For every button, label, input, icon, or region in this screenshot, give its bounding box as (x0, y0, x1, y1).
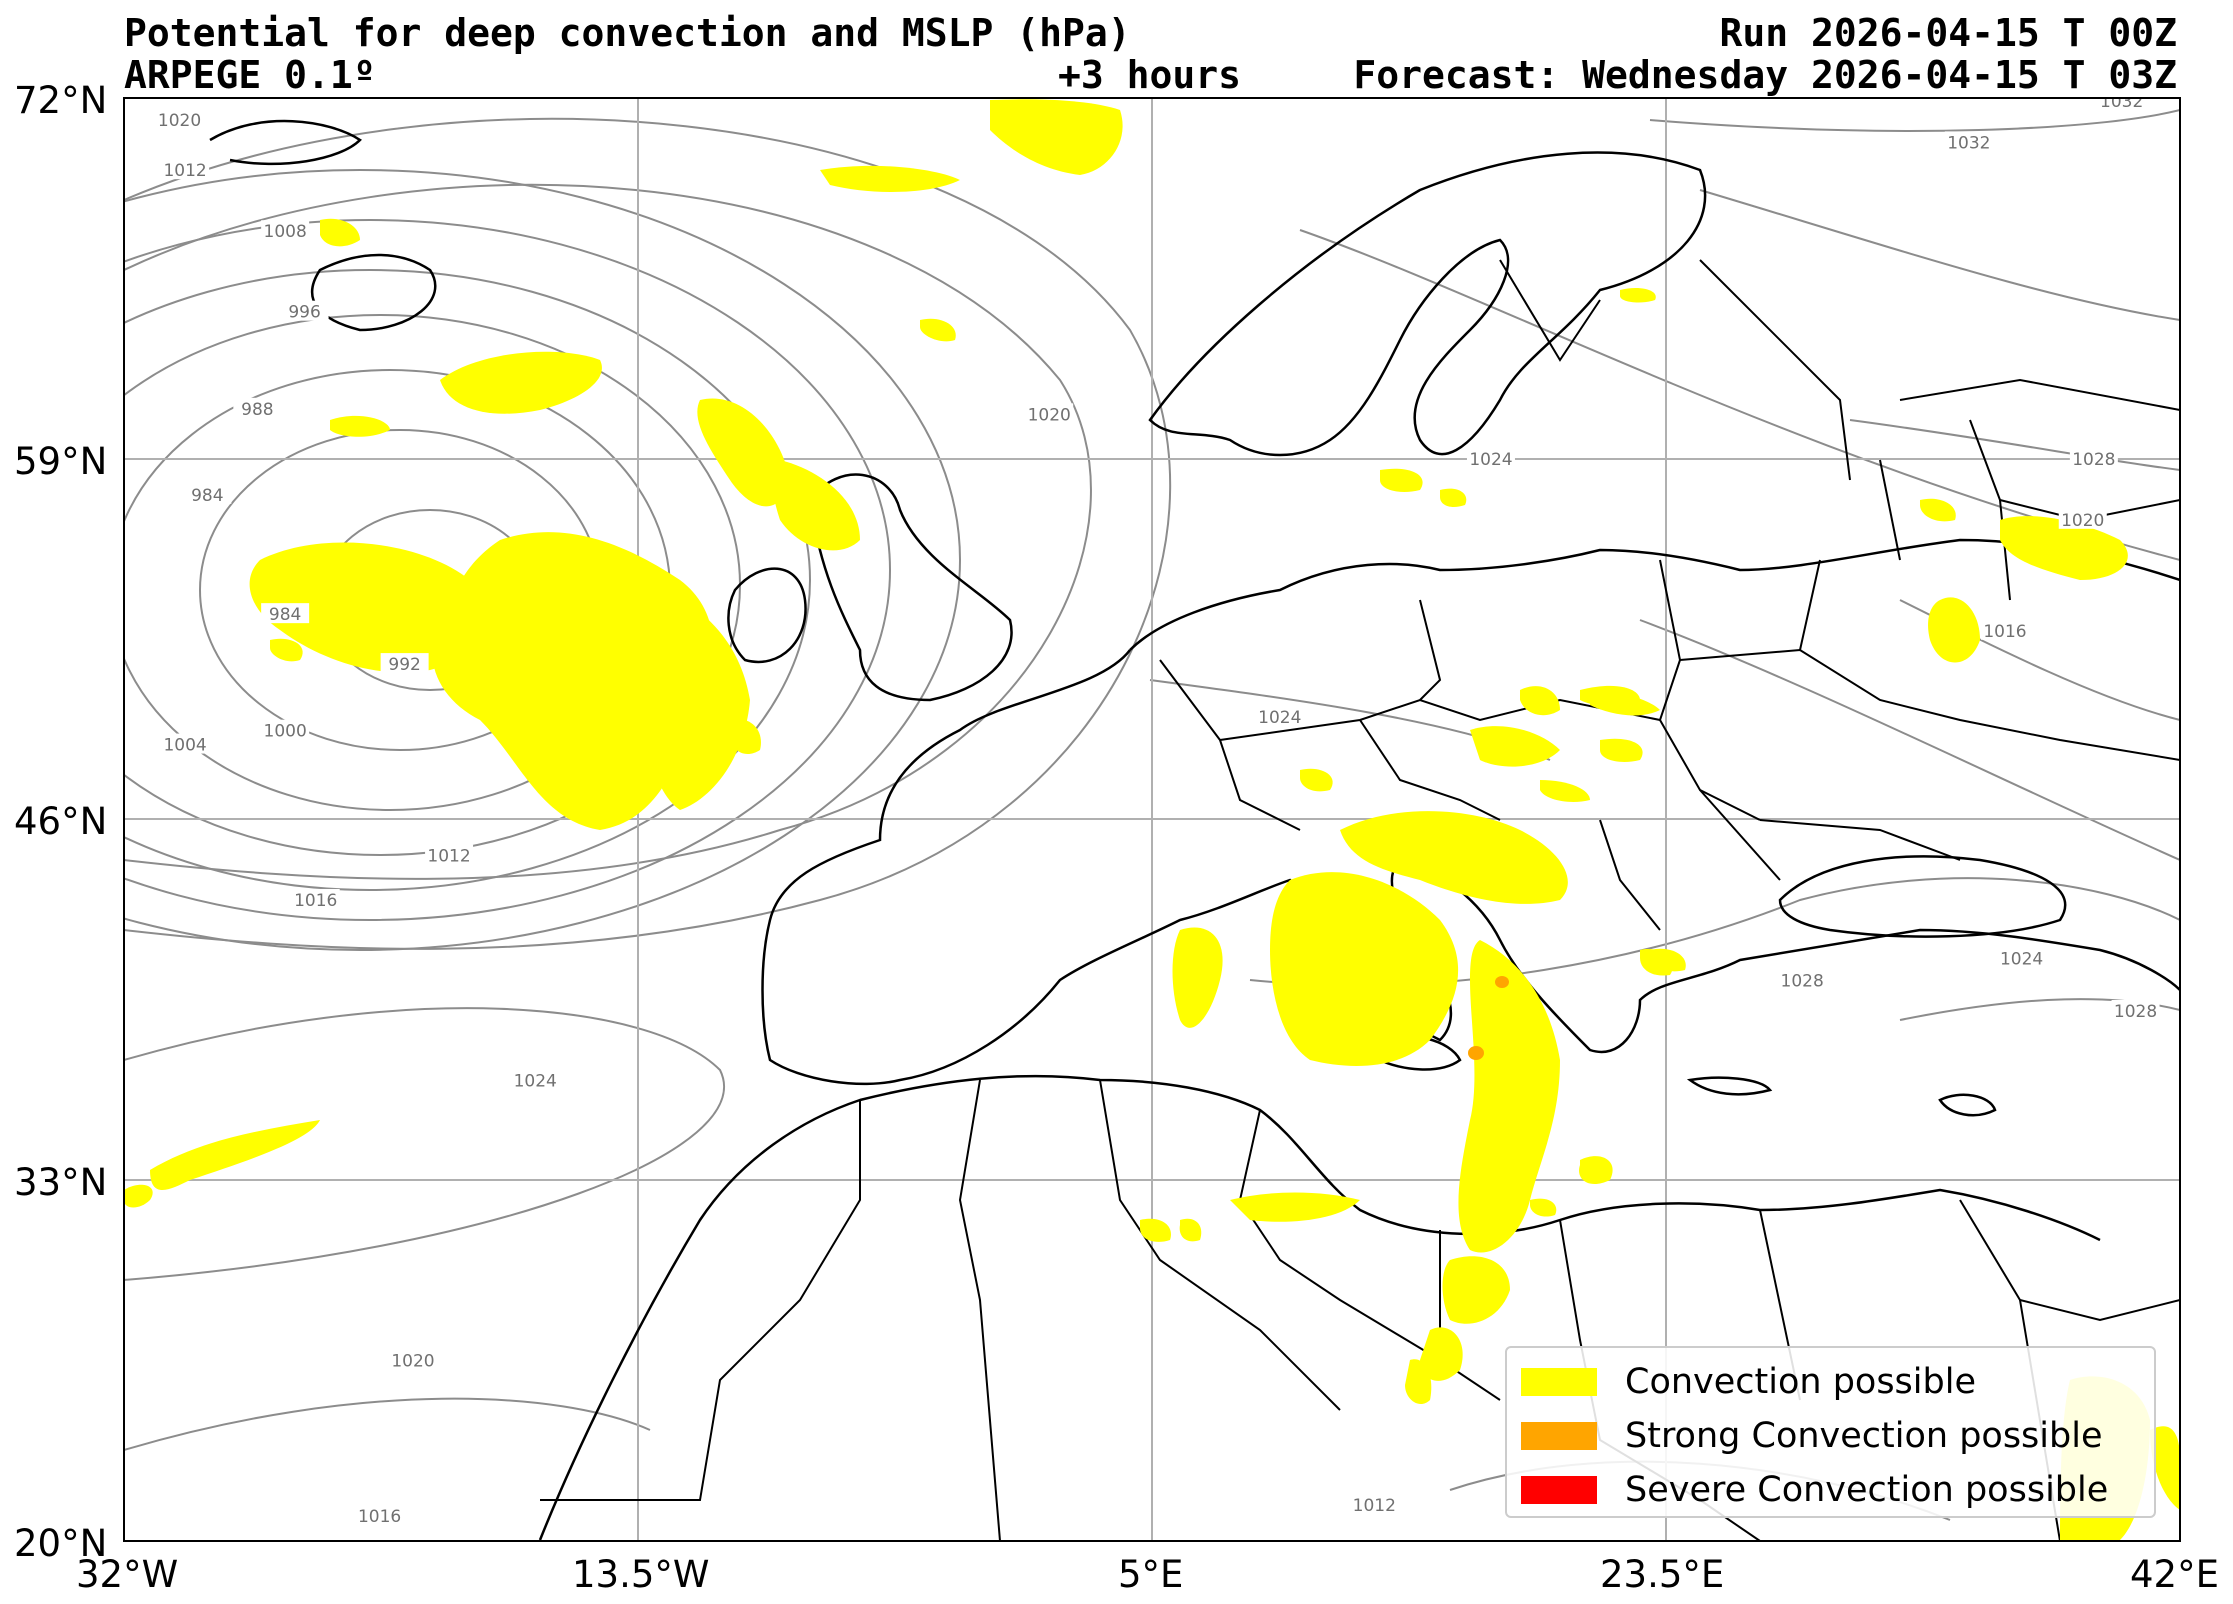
isobar-label: 1012 (163, 161, 206, 181)
isobar-label-background (511, 1069, 560, 1090)
isobar-label-background (261, 603, 310, 624)
isobar-label-background (2069, 447, 2118, 468)
y-tick-label: 72°N (14, 79, 108, 122)
legend: Convection possible Strong Convection po… (1505, 1346, 2156, 1518)
isobar-label: 1024 (514, 1071, 557, 1091)
strong-convection-areas (1468, 976, 1509, 1060)
isobar-label-background (1778, 969, 1827, 990)
isobar-label: 1016 (1983, 622, 2026, 642)
isobar-label-background (355, 1505, 404, 1526)
isobar-label: 1032 (2100, 92, 2143, 112)
isobar-label: 984 (269, 605, 301, 625)
isobar-label: 1028 (1781, 971, 1824, 991)
legend-swatch (1521, 1422, 1597, 1450)
isobar-labels: 1020 1012 1008 996 988 984 984 992 1000 1004 1012 1… (155, 92, 2160, 1527)
isobar-label: 1032 (1947, 133, 1990, 153)
isobar-label: 1020 (158, 111, 201, 131)
map-frame (123, 97, 2181, 1542)
isobar-label-background (2058, 508, 2107, 529)
legend-label: Severe Convection possible (1625, 1470, 2109, 1510)
x-tick-label: 42°E (2130, 1553, 2219, 1596)
isobar-label-background (161, 733, 210, 754)
x-tick-label: 5°E (1118, 1553, 1184, 1596)
x-tick-label: 23.5°E (1600, 1553, 1725, 1596)
isobar-label-background (183, 483, 232, 504)
isobar-label-background (280, 300, 329, 321)
isobar-label: 1024 (1469, 450, 1512, 470)
legend-swatch (1521, 1476, 1597, 1504)
isobar-label: 1020 (1028, 405, 1071, 425)
lead-time-label: +3 hours (1058, 53, 1242, 97)
isobar-label: 1020 (391, 1352, 434, 1372)
isobar-label: 1028 (2072, 450, 2115, 470)
legend-swatch (1521, 1368, 1597, 1396)
isobar-label: 996 (288, 303, 320, 323)
isobar-label: 1016 (358, 1507, 401, 1527)
isobar-label-background (233, 397, 282, 418)
isobar-label-background (261, 719, 310, 740)
isobar-label-background (1944, 131, 1993, 152)
y-tick-label: 59°N (14, 440, 108, 483)
legend-label: Convection possible (1625, 1362, 1976, 1402)
isobar-label-background (1350, 1493, 1399, 1514)
x-tick-label: 13.5°W (572, 1553, 710, 1596)
isobar-label: 1020 (2061, 511, 2104, 531)
y-tick-label: 46°N (14, 800, 108, 843)
legend-item-severe-convection: Severe Convection possible (1521, 1470, 2108, 1510)
isobar-label: 1000 (264, 722, 307, 742)
y-tick-label: 20°N (14, 1522, 108, 1565)
isobar-label: 984 (191, 486, 223, 506)
isobar-label: 992 (388, 655, 420, 675)
isobar-label: 1012 (1353, 1496, 1396, 1516)
isobar-label-background (380, 653, 429, 674)
model-label: ARPEGE 0.1º (124, 53, 376, 97)
isobar-label: 1024 (1258, 708, 1301, 728)
isobar-label-background (155, 109, 204, 130)
legend-label: Strong Convection possible (1625, 1416, 2103, 1456)
legend-item-convection: Convection possible (1521, 1362, 1976, 1402)
isobar-label-background (1980, 619, 2029, 640)
isobar-label-background (291, 888, 340, 909)
isobar-label-background (388, 1349, 437, 1370)
isobar-label-background (1255, 705, 1304, 726)
graticule (124, 98, 2180, 1541)
isobar-label-background (1997, 947, 2046, 968)
isobar-label-background (2111, 999, 2160, 1020)
y-tick-label: 33°N (14, 1161, 108, 1204)
isobar-label: 988 (241, 400, 273, 420)
isobar-label-background (161, 159, 210, 180)
isobar-label-background (2097, 98, 2146, 110)
forecast-time-label: Forecast: Wednesday 2026-04-15 T 03Z (1353, 53, 2177, 97)
isobar-label-background (425, 844, 474, 865)
isobar-label-background (261, 220, 310, 241)
isobar-label: 1004 (163, 736, 206, 756)
isobar-label-background (1466, 447, 1515, 468)
run-time-label: Run 2026-04-15 T 00Z (1719, 11, 2177, 55)
isobar-label: 1016 (294, 891, 337, 911)
isobar-label-background (1025, 403, 1074, 424)
map-title: Potential for deep convection and MSLP (… (124, 11, 1131, 55)
isobar-label: 1024 (2000, 949, 2043, 969)
isobar-label: 1008 (264, 222, 307, 242)
isobar-label: 1028 (2114, 1002, 2157, 1022)
x-tick-label: 32°W (76, 1553, 179, 1596)
legend-item-strong-convection: Strong Convection possible (1521, 1416, 2103, 1456)
isobar-label: 1012 (427, 847, 470, 867)
